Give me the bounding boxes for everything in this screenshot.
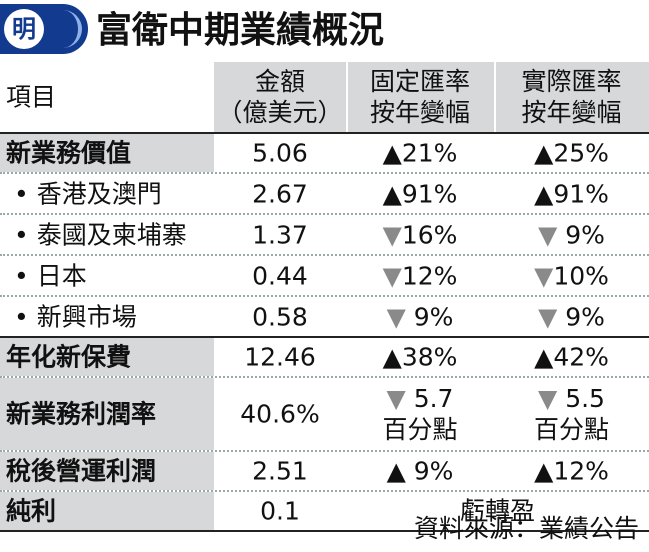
amount-header-label: 金額 （億美元） [214,66,346,128]
row-amount: 0.44 [252,261,308,290]
row-label: • 泰國及柬埔寨 [14,220,187,249]
amount-header-line1: 金額 [254,67,305,96]
row-fixed-change: ▼ 5.7 百分點 [346,383,494,445]
row-label: 新業務利潤率 [6,399,157,429]
row-amount: 40.6% [240,399,320,429]
row-actual-change: ▲42% [534,342,609,372]
row-fixed-change: ▲38% [382,342,458,372]
table-row: 新業務利潤率 40.6% ▼ 5.7 百分點 ▼ 5.5 百分點 [0,378,649,452]
row-actual-change: ▲25% [534,138,609,168]
row-fixed-change: ▲91% [382,179,458,208]
down-triangle-icon: ▼ [382,261,402,290]
row-actual-change: ▼ 9% [494,301,649,332]
row-actual-change: ▼ 5.5 百分點 [494,383,649,445]
table-header-row: 項目 金額 （億美元） 固定匯率 按年變幅 實際匯率 按年變幅 [0,62,649,134]
change-value: 5.7 [405,384,454,413]
results-table: 項目 金額 （億美元） 固定匯率 按年變幅 實際匯率 按年變幅 新業務價值 5.… [0,62,649,532]
logo-mark: 明 [4,9,44,49]
row-fixed-change: ▼16% [346,219,494,250]
table-row: • 新興市場 0.58 ▼ 9% ▼ 9% [0,297,649,338]
row-amount: 12.46 [244,342,316,372]
actual-header-label: 實際匯率 按年變幅 [494,66,649,128]
actual-header-line2: 按年變幅 [521,98,622,127]
row-amount: 0.1 [260,496,300,526]
row-fixed-change: ▼12% [346,260,494,291]
row-actual-change-line2: 百分點 [533,415,609,444]
amount-header-line2: （億美元） [217,98,343,127]
change-value: 9% [557,302,605,331]
row-label: • 日本 [14,261,87,290]
table-row: • 日本 0.44 ▼12% ▼10% [0,256,649,297]
row-label: 年化新保費 [6,342,132,372]
row-fixed-change-line1: ▼ 5.7 [346,383,494,414]
column-header-item: 項目 [0,62,214,132]
column-divider [494,62,496,132]
down-triangle-icon: ▼ [538,220,558,249]
row-fixed-change: ▲ 9% [386,456,454,486]
header: 明 富衛中期業績概況 [0,0,649,62]
table-row: 稅後營運利潤 2.51 ▲ 9% ▲12% [0,452,649,492]
page-title: 富衛中期業績概況 [96,10,385,51]
fixed-header-line1: 固定匯率 [369,67,470,96]
logo-arc-icon [48,10,82,48]
row-label: 新業務價值 [6,138,132,168]
row-label: 純利 [6,496,57,526]
change-value: 9% [405,302,454,331]
row-fixed-change: ▲21% [382,138,458,168]
table-row: 新業務價值 5.06 ▲21% ▲25% [0,134,649,174]
fixed-header-label: 固定匯率 按年變幅 [346,66,494,128]
change-value: 5.5 [557,384,605,413]
row-actual-change: ▲12% [534,456,609,486]
source-note: 資料來源：業績公告 [413,514,639,543]
column-header-amount: 金額 （億美元） [214,62,346,132]
down-triangle-icon: ▼ [534,261,554,290]
row-label: 稅後營運利潤 [6,456,157,486]
row-amount: 2.67 [252,179,308,208]
down-triangle-icon: ▼ [538,384,558,413]
column-divider [346,62,348,132]
change-value: 16% [401,220,458,249]
table-row: 年化新保費 12.46 ▲38% ▲42% [0,338,649,378]
fixed-header-line2: 按年變幅 [369,98,470,127]
down-triangle-icon: ▼ [386,302,406,331]
row-actual-change-line1: ▼ 5.5 [494,383,649,414]
row-actual-change: ▼10% [494,260,649,291]
item-header-label: 項目 [6,82,57,112]
column-header-fixed: 固定匯率 按年變幅 [346,62,494,132]
down-triangle-icon: ▼ [386,384,406,413]
change-value: 9% [557,220,605,249]
newspaper-logo: 明 [0,4,88,54]
row-label: • 香港及澳門 [14,179,162,208]
row-amount: 0.58 [252,302,308,331]
row-label: • 新興市場 [14,302,137,331]
down-triangle-icon: ▼ [538,302,558,331]
table-row: • 香港及澳門 2.67 ▲91% ▲91% [0,174,649,215]
table-row: • 泰國及柬埔寨 1.37 ▼16% ▼ 9% [0,215,649,256]
row-amount: 2.51 [252,456,308,486]
row-fixed-change: ▼ 9% [346,301,494,332]
row-amount: 5.06 [252,138,308,168]
table-row: 純利 0.1 虧轉盈 [0,492,649,532]
column-header-actual: 實際匯率 按年變幅 [494,62,649,132]
row-fixed-change-line2: 百分點 [382,415,458,444]
row-actual-change: ▼ 9% [494,219,649,250]
row-merged-change: 虧轉盈 [459,496,535,526]
actual-header-line1: 實際匯率 [521,67,622,96]
row-amount: 1.37 [252,220,308,249]
row-actual-change: ▲91% [534,179,609,208]
down-triangle-icon: ▼ [382,220,402,249]
change-value: 12% [401,261,458,290]
change-value: 10% [553,261,609,290]
